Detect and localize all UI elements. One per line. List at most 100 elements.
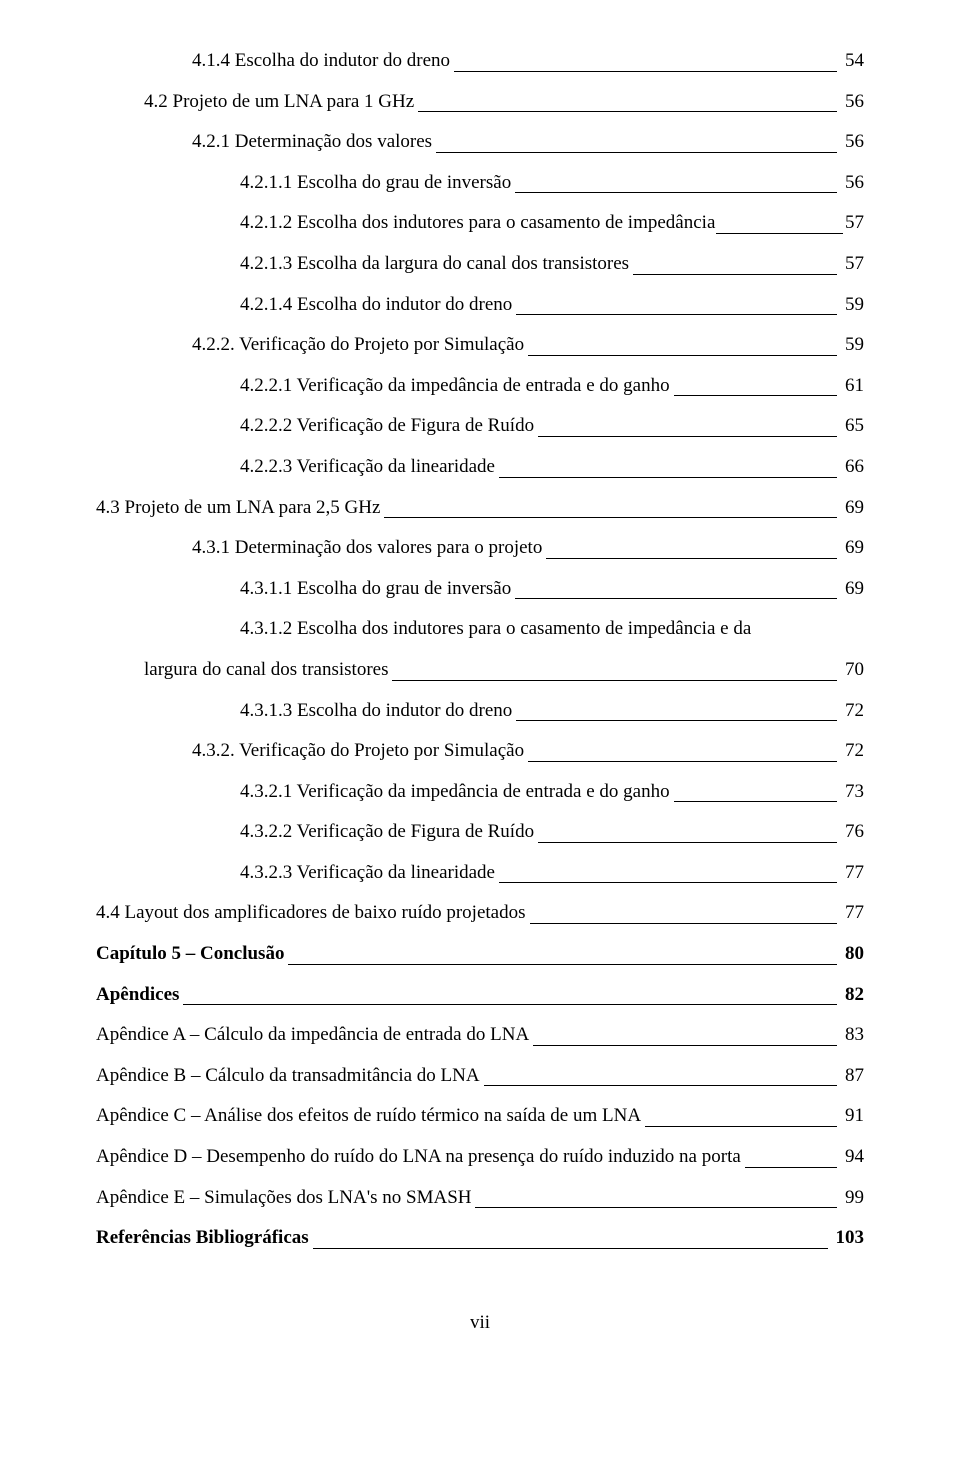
table-of-contents: 4.1.4 Escolha do indutor do dreno 54 4.2 P…	[96, 48, 864, 1252]
toc-entry: Apêndice A – Cálculo da impedância de en…	[96, 1022, 864, 1049]
toc-entry: 4.4 Layout dos amplificadores de baixo r…	[96, 900, 864, 927]
toc-entry-label: 4.3.2.1 Verificação da impedância de ent…	[240, 779, 670, 806]
toc-entry: 4.3.2.3 Verificação da linearidade77	[96, 860, 864, 887]
toc-leader-line	[528, 742, 837, 762]
toc-entry-page: 72	[841, 698, 864, 725]
toc-entry: 4.2.2.2 Verificação de Figura de Ruído 65	[96, 413, 864, 440]
toc-entry-label: Apêndice E – Simulações dos LNA's no SMA…	[96, 1185, 471, 1212]
toc-leader-line	[454, 52, 837, 72]
toc-entry-label: 4.2.2.1 Verificação da impedância de ent…	[240, 373, 670, 400]
toc-entry-label: 4.1.4 Escolha do indutor do dreno	[192, 48, 450, 75]
toc-leader-line	[183, 985, 837, 1005]
toc-entry-label: 4.2.2. Verificação do Projeto por Simula…	[192, 332, 524, 359]
toc-entry-label: largura do canal dos transistores	[144, 657, 388, 684]
toc-leader-line	[288, 945, 837, 965]
toc-entry: 4.3.1 Determinação dos valores para o pr…	[96, 535, 864, 562]
toc-entry: 4.2.1.2 Escolha dos indutores para o cas…	[96, 210, 864, 237]
toc-entry-page: 66	[841, 454, 864, 481]
toc-entry: 4.2.1 Determinação dos valores56	[96, 129, 864, 156]
toc-leader-line	[499, 458, 837, 478]
toc-entry-label: 4.2.1.4 Escolha do indutor do dreno	[240, 292, 512, 319]
toc-leader-line	[515, 173, 837, 193]
toc-leader-line	[538, 823, 837, 843]
toc-entry: 4.3 Projeto de um LNA para 2,5 GHz 69	[96, 495, 864, 522]
toc-entry: 4.2.1.3 Escolha da largura do canal dos …	[96, 251, 864, 278]
toc-entry: Apêndice C – Análise dos efeitos de ruíd…	[96, 1103, 864, 1130]
toc-entry-page: 76	[841, 819, 864, 846]
page-number: vii	[470, 1312, 490, 1333]
toc-entry-page: 69	[841, 576, 864, 603]
toc-entry-page: 65	[841, 413, 864, 440]
toc-leader-line	[745, 1148, 837, 1168]
toc-entry-label: 4.2.1.2 Escolha dos indutores para o cas…	[240, 210, 715, 237]
toc-entry-page: 56	[841, 170, 864, 197]
toc-entry-label: 4.3.1.1 Escolha do grau de inversão	[240, 576, 511, 603]
toc-leader-line	[528, 336, 837, 356]
toc-entry: 4.1.4 Escolha do indutor do dreno 54	[96, 48, 864, 75]
toc-entry-page: 91	[841, 1103, 864, 1130]
toc-leader-line	[515, 579, 837, 599]
toc-entry-label: 4.2.1.3 Escolha da largura do canal dos …	[240, 251, 629, 278]
toc-entry: 4.2.1.4 Escolha do indutor do dreno 59	[96, 292, 864, 319]
toc-entry: largura do canal dos transistores 70	[96, 657, 864, 684]
toc-entry-label: 4.3.2. Verificação do Projeto por Simula…	[192, 738, 524, 765]
toc-entry-label: 4.3.1 Determinação dos valores para o pr…	[192, 535, 542, 562]
toc-entry-label: 4.2.2.2 Verificação de Figura de Ruído	[240, 413, 534, 440]
toc-entry: Referências Bibliográficas103	[96, 1225, 864, 1252]
toc-leader-line	[516, 701, 837, 721]
toc-entry-label: Apêndice D – Desempenho do ruído do LNA …	[96, 1144, 741, 1171]
toc-leader-line	[530, 904, 837, 924]
toc-leader-line	[538, 417, 837, 437]
toc-entry-label: 4.4 Layout dos amplificadores de baixo r…	[96, 900, 526, 927]
toc-entry-label: 4.3.1.2 Escolha dos indutores para o cas…	[240, 616, 751, 643]
toc-entry-label: 4.2.2.3 Verificação da linearidade	[240, 454, 495, 481]
toc-leader-line	[674, 376, 837, 396]
toc-entry-page: 82	[841, 982, 864, 1009]
toc-leader-line	[533, 1026, 837, 1046]
toc-leader-line	[674, 782, 837, 802]
page-footer: vii	[96, 1312, 864, 1334]
toc-entry-page: 56	[841, 129, 864, 156]
toc-leader-line	[716, 214, 843, 234]
toc-leader-line	[484, 1066, 837, 1086]
toc-entry: 4.2 Projeto de um LNA para 1 GHz56	[96, 89, 864, 116]
toc-entry-page: 73	[841, 779, 864, 806]
toc-entry: 4.3.1.1 Escolha do grau de inversão 69	[96, 576, 864, 603]
toc-entry-label: 4.3 Projeto de um LNA para 2,5 GHz	[96, 495, 380, 522]
toc-leader-line	[475, 1188, 837, 1208]
toc-entry-page: 77	[841, 860, 864, 887]
toc-entry-label: Capítulo 5 – Conclusão	[96, 941, 284, 968]
toc-entry-page: 94	[841, 1144, 864, 1171]
toc-entry: 4.2.2.3 Verificação da linearidade 66	[96, 454, 864, 481]
toc-entry: 4.3.2.1 Verificação da impedância de ent…	[96, 779, 864, 806]
toc-entry: 4.2.2. Verificação do Projeto por Simula…	[96, 332, 864, 359]
toc-leader-line	[546, 539, 837, 559]
toc-entry: 4.3.2.2 Verificação de Figura de Ruído76	[96, 819, 864, 846]
toc-entry-page: 59	[841, 292, 864, 319]
toc-entry-page: 103	[832, 1225, 865, 1252]
toc-entry-page: 61	[841, 373, 864, 400]
toc-entry-label: 4.2 Projeto de um LNA para 1 GHz	[144, 89, 414, 116]
toc-leader-line	[645, 1107, 837, 1127]
toc-entry-label: Apêndices	[96, 982, 179, 1009]
toc-leader-line	[436, 133, 837, 153]
toc-entry-page: 72	[841, 738, 864, 765]
toc-entry-page: 77	[841, 900, 864, 927]
toc-leader-line	[418, 92, 837, 112]
toc-entry-page: 69	[841, 535, 864, 562]
toc-entry-page: 70	[841, 657, 864, 684]
toc-entry: Apêndice B – Cálculo da transadmitância …	[96, 1063, 864, 1090]
toc-entry-wrap-pre: 4.3.1.2 Escolha dos indutores para o cas…	[96, 616, 864, 643]
toc-leader-line	[633, 255, 837, 275]
toc-entry: Apêndice E – Simulações dos LNA's no SMA…	[96, 1185, 864, 1212]
toc-entry-page: 54	[841, 48, 864, 75]
toc-entry: Capítulo 5 – Conclusão80	[96, 941, 864, 968]
toc-entry-page: 87	[841, 1063, 864, 1090]
toc-entry-page: 59	[841, 332, 864, 359]
toc-entry: Apêndice D – Desempenho do ruído do LNA …	[96, 1144, 864, 1171]
toc-entry-page: 69	[841, 495, 864, 522]
toc-leader-line	[392, 661, 837, 681]
toc-entry-label: Apêndice B – Cálculo da transadmitância …	[96, 1063, 480, 1090]
page-container: 4.1.4 Escolha do indutor do dreno 54 4.2 P…	[0, 0, 960, 1374]
toc-leader-line	[516, 295, 837, 315]
